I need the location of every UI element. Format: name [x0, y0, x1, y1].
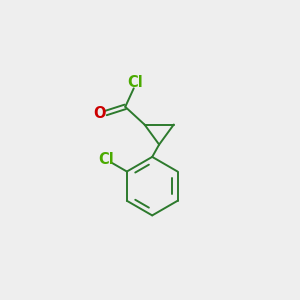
Text: O: O	[94, 106, 106, 121]
Text: Cl: Cl	[98, 152, 114, 167]
Text: Cl: Cl	[128, 75, 143, 90]
